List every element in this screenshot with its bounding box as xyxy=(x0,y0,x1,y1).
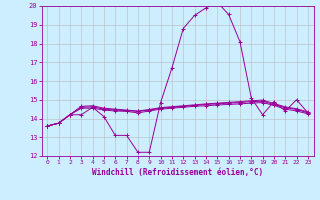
X-axis label: Windchill (Refroidissement éolien,°C): Windchill (Refroidissement éolien,°C) xyxy=(92,168,263,177)
